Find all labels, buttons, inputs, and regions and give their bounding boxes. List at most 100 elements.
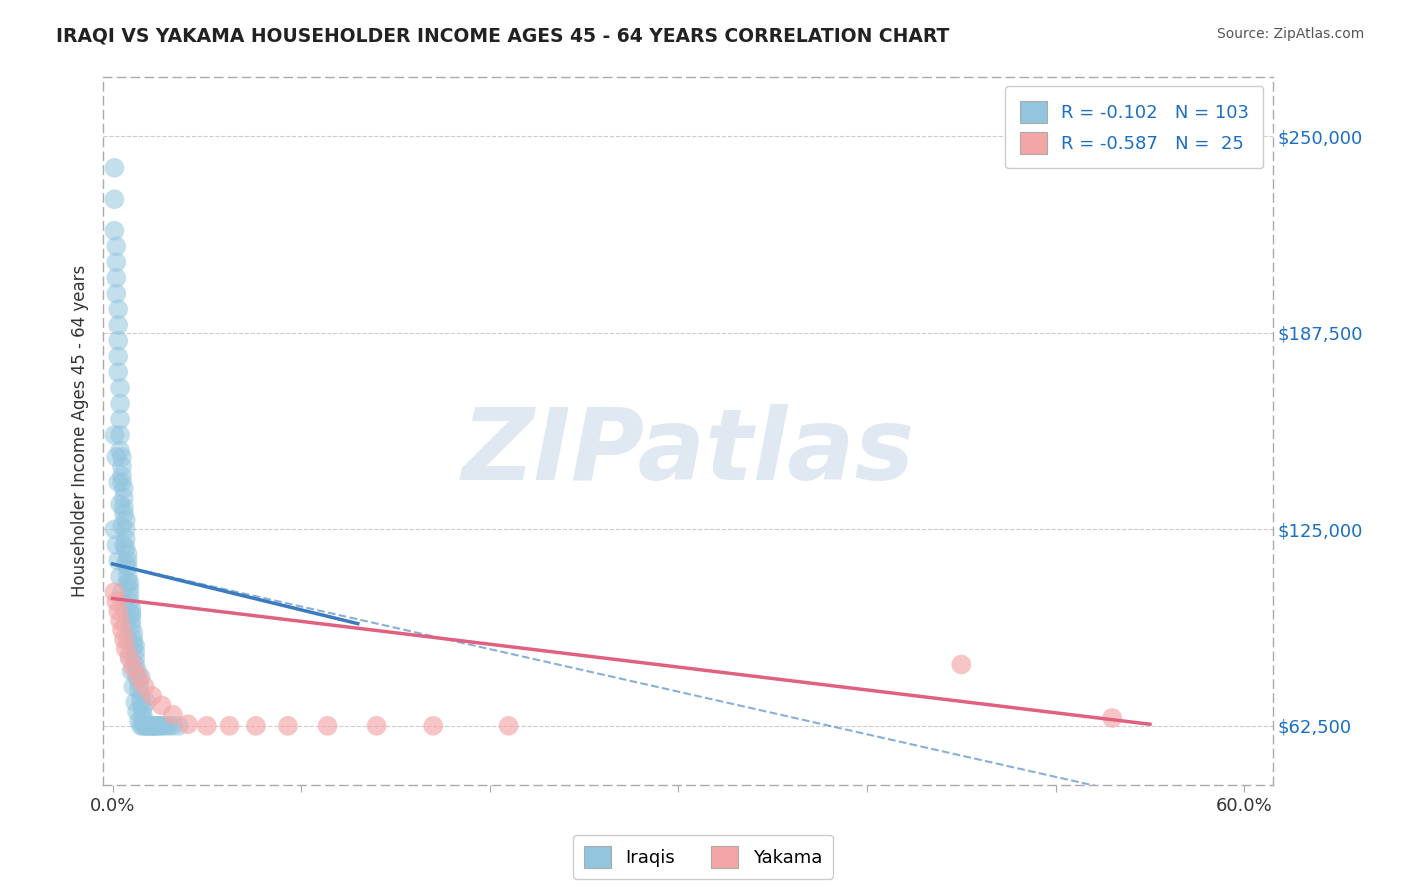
Point: [128, 682, 150, 697]
Point: [111, 459, 134, 474]
Point: [105, 239, 128, 253]
Point: [107, 318, 129, 332]
Point: [118, 575, 141, 590]
Point: [118, 594, 141, 608]
Point: [108, 497, 131, 511]
Point: [135, 719, 157, 733]
Point: [114, 557, 136, 571]
Point: [105, 286, 128, 301]
Point: [117, 569, 139, 583]
Point: [122, 632, 145, 647]
Point: [129, 670, 152, 684]
Point: [117, 575, 139, 590]
Point: [132, 701, 155, 715]
Point: [152, 719, 174, 733]
Text: Source: ZipAtlas.com: Source: ZipAtlas.com: [1216, 27, 1364, 41]
Point: [114, 616, 136, 631]
Point: [149, 719, 172, 733]
Point: [107, 334, 129, 348]
Point: [105, 450, 128, 464]
Point: [117, 560, 139, 574]
Point: [114, 513, 136, 527]
Point: [150, 698, 173, 713]
Point: [111, 450, 134, 464]
Point: [122, 680, 145, 694]
Point: [129, 695, 152, 709]
Point: [143, 719, 166, 733]
Point: [107, 604, 129, 618]
Point: [139, 719, 162, 733]
Point: [114, 522, 136, 536]
Point: [112, 632, 135, 647]
Text: ZIPatlas: ZIPatlas: [461, 404, 914, 500]
Point: [277, 719, 299, 733]
Point: [124, 651, 146, 665]
Point: [245, 719, 267, 733]
Y-axis label: Householder Income Ages 45 - 64 years: Householder Income Ages 45 - 64 years: [72, 265, 89, 598]
Point: [111, 469, 134, 483]
Point: [129, 689, 152, 703]
Point: [162, 707, 184, 722]
Point: [103, 428, 125, 442]
Point: [111, 623, 134, 637]
Point: [112, 507, 135, 521]
Point: [135, 719, 157, 733]
Point: [167, 719, 190, 733]
Point: [132, 719, 155, 733]
Legend: Iraqis, Yakama: Iraqis, Yakama: [574, 835, 832, 879]
Point: [1101, 711, 1123, 725]
Point: [134, 719, 156, 733]
Point: [108, 381, 131, 395]
Point: [107, 365, 129, 379]
Point: [125, 705, 148, 719]
Point: [155, 719, 177, 733]
Point: [120, 620, 142, 634]
Point: [108, 412, 131, 426]
Point: [112, 500, 135, 515]
Point: [120, 614, 142, 628]
Point: [366, 719, 388, 733]
Point: [129, 719, 152, 733]
Point: [108, 569, 131, 583]
Text: IRAQI VS YAKAMA HOUSEHOLDER INCOME AGES 45 - 64 YEARS CORRELATION CHART: IRAQI VS YAKAMA HOUSEHOLDER INCOME AGES …: [56, 27, 949, 45]
Point: [108, 396, 131, 410]
Point: [124, 695, 146, 709]
Point: [122, 626, 145, 640]
Point: [112, 601, 135, 615]
Point: [162, 719, 184, 733]
Point: [103, 224, 125, 238]
Point: [498, 719, 520, 733]
Point: [120, 607, 142, 622]
Point: [107, 554, 129, 568]
Point: [134, 680, 156, 694]
Point: [122, 660, 145, 674]
Point: [118, 582, 141, 596]
Point: [103, 522, 125, 536]
Point: [134, 714, 156, 728]
Point: [118, 588, 141, 602]
Point: [950, 657, 973, 672]
Point: [120, 607, 142, 622]
Point: [112, 482, 135, 496]
Point: [146, 719, 169, 733]
Point: [138, 719, 160, 733]
Point: [141, 689, 163, 703]
Point: [422, 719, 444, 733]
Point: [135, 695, 157, 709]
Point: [103, 585, 125, 599]
Point: [111, 585, 134, 599]
Point: [108, 428, 131, 442]
Point: [120, 601, 142, 615]
Point: [195, 719, 218, 733]
Point: [105, 594, 128, 608]
Point: [117, 632, 139, 647]
Point: [108, 614, 131, 628]
Point: [107, 350, 129, 364]
Point: [141, 719, 163, 733]
Point: [108, 443, 131, 458]
Point: [114, 532, 136, 546]
Point: [114, 641, 136, 656]
Point: [103, 161, 125, 175]
Point: [149, 719, 172, 733]
Point: [112, 538, 135, 552]
